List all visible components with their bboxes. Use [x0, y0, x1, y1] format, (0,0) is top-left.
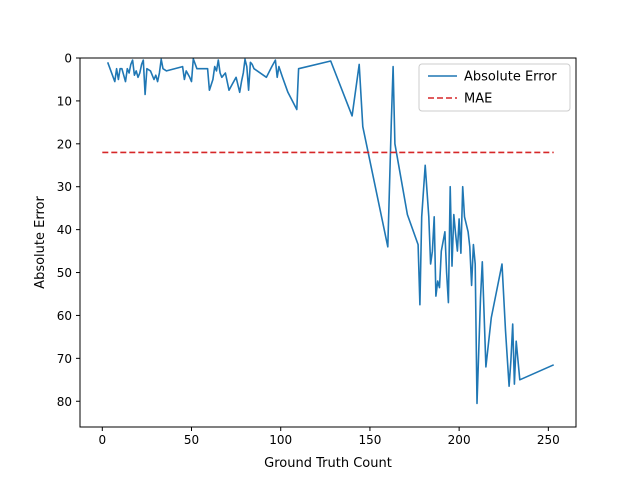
x-tick-label: 0: [98, 433, 106, 447]
y-tick-label: 10: [57, 94, 72, 108]
x-tick-label: 250: [537, 433, 560, 447]
y-tick-label: 80: [57, 395, 72, 409]
axes-frame: [79, 57, 577, 428]
legend-label-2: MAE: [464, 92, 492, 107]
plot-area: [102, 58, 555, 405]
x-tick-label: 200: [448, 433, 471, 447]
y-tick-label: 0: [64, 52, 72, 66]
legend-label-1: Absolute Error: [464, 70, 557, 85]
x-tick-label: 100: [269, 433, 292, 447]
y-tick-label: 70: [57, 352, 72, 366]
legend: Absolute Error MAE: [418, 63, 571, 112]
y-tick-label: 50: [57, 266, 72, 280]
y-tick-label: 30: [57, 180, 72, 194]
y-tick-label: 60: [57, 309, 72, 323]
y-tick-label: 20: [57, 137, 72, 151]
y-tick-label: 40: [57, 223, 72, 237]
axes: 0 50 100 150 200 250 0 10 20 30 40 50 60 70 80: [57, 52, 577, 447]
x-tick-label: 150: [358, 433, 381, 447]
x-axis-label: Ground Truth Count: [264, 456, 392, 471]
series-line-1: [106, 58, 555, 405]
x-tick-label: 50: [184, 433, 199, 447]
y-axis-label: Absolute Error: [33, 196, 48, 289]
